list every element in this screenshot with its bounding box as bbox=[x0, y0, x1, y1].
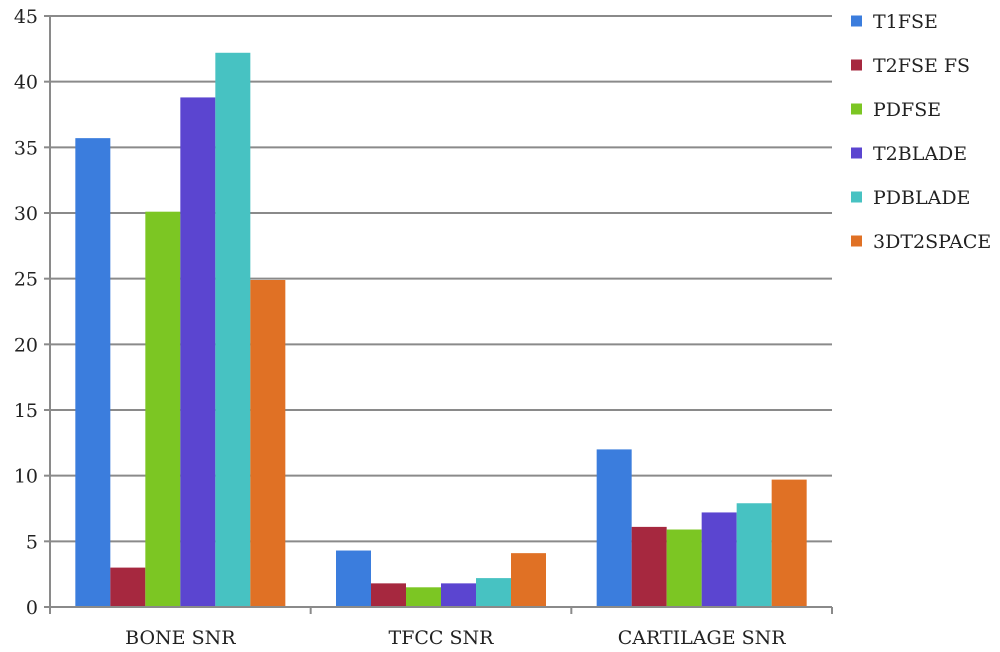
bar-t2fse-fs-1 bbox=[371, 583, 406, 607]
bar-pdblade-0 bbox=[215, 52, 251, 608]
legend-label: PDBLADE bbox=[873, 187, 970, 209]
y-tick-label: 0 bbox=[26, 597, 38, 619]
bar-pdblade-2 bbox=[736, 503, 772, 607]
bar-t1fse-0 bbox=[75, 138, 111, 607]
legend-label: 3DT2SPACE bbox=[873, 231, 991, 253]
legend-swatch bbox=[851, 103, 862, 115]
legend-swatch bbox=[851, 191, 862, 203]
bar-t1fse-2 bbox=[596, 449, 632, 607]
bar-pdfse-1 bbox=[406, 587, 441, 607]
bar-t2fse-fs-0 bbox=[110, 567, 146, 607]
y-tick-label: 40 bbox=[14, 72, 38, 94]
legend-swatch bbox=[851, 147, 862, 159]
x-category-label: CARTILAGE SNR bbox=[618, 627, 786, 649]
legend-label: T1FSE bbox=[873, 11, 938, 33]
legend: T1FSE T2FSE FS PDFSE T2BLADE PDBLADE 3DT2SPAC… bbox=[851, 11, 991, 253]
bar-3dt2space-2 bbox=[771, 479, 807, 607]
legend-label: T2FSE FS bbox=[873, 55, 970, 77]
legend-swatch bbox=[851, 59, 862, 71]
y-tick-label: 25 bbox=[14, 269, 38, 291]
legend-swatch bbox=[851, 15, 862, 27]
y-tick-label: 20 bbox=[14, 334, 38, 356]
x-category-label: BONE SNR bbox=[125, 627, 236, 649]
bar-pdblade-1 bbox=[476, 578, 511, 607]
bars bbox=[75, 52, 807, 608]
x-category-label: TFCC SNR bbox=[389, 627, 495, 649]
x-axis-categories: BONE SNR TFCC SNR CARTILAGE SNR bbox=[125, 627, 786, 649]
bar-t1fse-1 bbox=[336, 550, 371, 607]
y-tick-label: 5 bbox=[26, 531, 38, 553]
bar-t2blade-0 bbox=[180, 97, 216, 607]
y-tick-label: 45 bbox=[14, 6, 38, 28]
legend-label: PDFSE bbox=[873, 99, 941, 121]
bar-pdfse-0 bbox=[145, 211, 181, 608]
axes bbox=[44, 15, 833, 614]
bar-t2blade-2 bbox=[701, 512, 737, 607]
legend-swatch bbox=[851, 235, 862, 247]
y-axis-ticks: 0 5 10 15 20 25 30 35 40 45 bbox=[14, 6, 38, 619]
y-tick-label: 30 bbox=[14, 203, 38, 225]
bar-3dt2space-0 bbox=[250, 279, 286, 607]
bar-pdfse-2 bbox=[666, 529, 702, 607]
bar-t2blade-1 bbox=[441, 583, 476, 607]
bar-3dt2space-1 bbox=[511, 553, 546, 607]
y-tick-label: 15 bbox=[14, 400, 38, 422]
bar-t2fse-fs-2 bbox=[631, 526, 667, 607]
legend-label: T2BLADE bbox=[873, 143, 967, 165]
y-tick-label: 35 bbox=[14, 137, 38, 159]
y-tick-label: 10 bbox=[14, 466, 38, 488]
